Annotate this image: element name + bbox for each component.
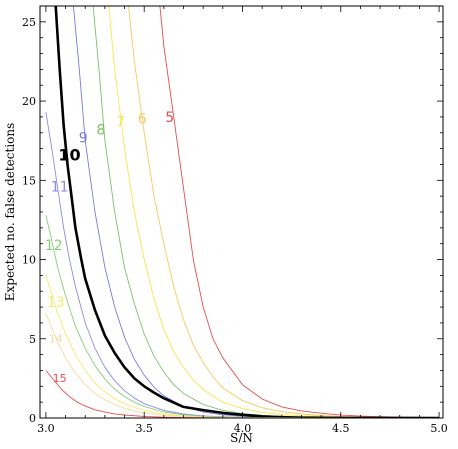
series-line-14 xyxy=(45,313,440,418)
curve-label-13: 13 xyxy=(47,295,65,311)
curve-label-15: 15 xyxy=(53,372,67,385)
x-tick-label: 5.0 xyxy=(430,422,448,435)
x-axis-title: S/N xyxy=(230,431,253,445)
x-tick-label: 3.5 xyxy=(135,422,153,435)
y-tick-label: 5 xyxy=(29,333,36,346)
y-tick-label: 0 xyxy=(29,412,36,425)
curve-label-10: 10 xyxy=(58,146,80,165)
curve-label-14: 14 xyxy=(49,333,63,346)
curve-label-7: 7 xyxy=(116,115,125,131)
curve-label-8: 8 xyxy=(96,123,105,139)
curve-label-12: 12 xyxy=(45,238,63,254)
y-tick-label: 10 xyxy=(22,254,36,267)
x-tick-label: 4.0 xyxy=(234,422,252,435)
ticks-layer: 3.0 3.5 4.0 4.5 5.0 0 5 10 15 20 25 xyxy=(22,5,448,435)
y-tick-label: 15 xyxy=(22,174,36,187)
curve-label-6: 6 xyxy=(138,111,147,127)
y-axis-title: Expected no. false detections xyxy=(3,123,17,302)
x-tick-label: 4.5 xyxy=(332,422,350,435)
curve-label-5: 5 xyxy=(165,110,174,126)
curve-label-11: 11 xyxy=(51,180,69,196)
y-tick-label: 25 xyxy=(22,16,36,29)
curve-label-9: 9 xyxy=(79,130,88,146)
x-tick-label: 3.0 xyxy=(37,422,55,435)
y-tick-label: 20 xyxy=(22,95,36,108)
